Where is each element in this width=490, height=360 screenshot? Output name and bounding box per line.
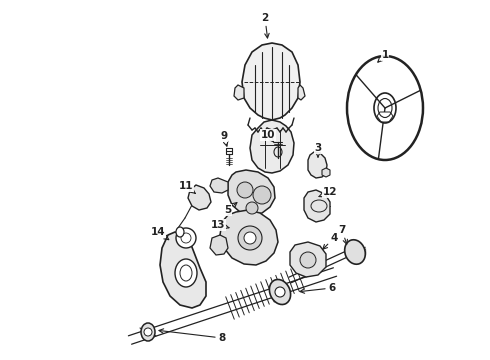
Text: 8: 8: [159, 329, 225, 343]
Polygon shape: [188, 185, 211, 210]
Text: 9: 9: [220, 131, 228, 146]
Text: 7: 7: [338, 225, 347, 244]
Text: 13: 13: [211, 220, 229, 230]
Polygon shape: [228, 170, 275, 215]
Polygon shape: [160, 232, 206, 308]
Polygon shape: [234, 85, 244, 100]
Circle shape: [244, 232, 256, 244]
Text: 2: 2: [261, 13, 269, 38]
Ellipse shape: [270, 279, 291, 305]
Text: 3: 3: [315, 143, 321, 157]
Ellipse shape: [176, 227, 184, 237]
Ellipse shape: [344, 240, 366, 264]
Text: 4: 4: [323, 233, 338, 249]
Polygon shape: [290, 242, 326, 277]
Text: 10: 10: [261, 130, 275, 143]
Circle shape: [176, 228, 196, 248]
Polygon shape: [304, 190, 330, 222]
Circle shape: [253, 186, 271, 204]
Circle shape: [246, 202, 258, 214]
Circle shape: [300, 252, 316, 268]
Text: 1: 1: [378, 50, 389, 62]
Polygon shape: [308, 152, 327, 178]
Polygon shape: [250, 120, 294, 173]
Polygon shape: [210, 235, 228, 255]
Text: 12: 12: [319, 187, 337, 197]
Text: 14: 14: [151, 227, 169, 240]
Polygon shape: [210, 178, 228, 193]
Ellipse shape: [175, 259, 197, 287]
Circle shape: [238, 226, 262, 250]
Polygon shape: [322, 168, 330, 177]
Polygon shape: [220, 210, 278, 265]
Text: 6: 6: [300, 283, 336, 293]
Text: 11: 11: [179, 181, 196, 193]
Ellipse shape: [141, 323, 155, 341]
Text: 5: 5: [224, 203, 237, 215]
Polygon shape: [377, 112, 393, 122]
Polygon shape: [298, 85, 305, 100]
Polygon shape: [242, 43, 300, 120]
Circle shape: [144, 328, 152, 336]
Circle shape: [275, 287, 285, 297]
Circle shape: [237, 182, 253, 198]
